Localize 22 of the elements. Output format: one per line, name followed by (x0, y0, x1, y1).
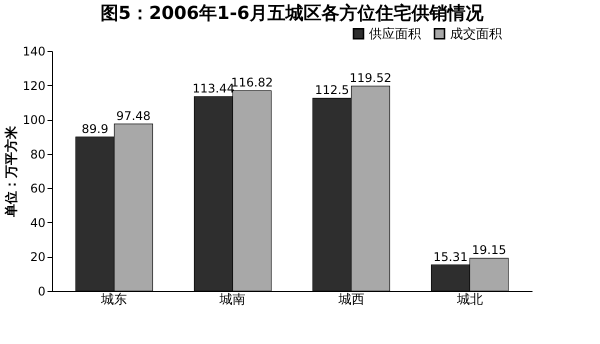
legend-label: 供应面积 (369, 26, 421, 42)
data-label: 19.15 (472, 243, 506, 258)
x-tick-label: 城西 (337, 292, 364, 308)
data-label: 119.52 (350, 71, 392, 86)
legend-label: 成交面积 (450, 26, 502, 42)
x-tick-label: 城北 (456, 292, 483, 308)
x-tick-label: 城南 (218, 292, 246, 308)
chart-title: 图5：2006年1-6月五城区各方位住宅供销情况 (100, 3, 485, 24)
y-tick-label: 140 (22, 44, 46, 58)
y-tick-label: 100 (22, 113, 46, 128)
y-tick-label: 0 (38, 284, 46, 298)
data-label: 89.9 (82, 122, 108, 136)
y-tick-label: 40 (30, 216, 46, 230)
y-axis-title: 单位：万平方米 (4, 125, 20, 218)
y-tick-label: 60 (30, 182, 46, 196)
data-label: 112.5 (314, 83, 350, 98)
y-tick-label: 80 (30, 147, 46, 162)
data-label: 97.48 (116, 108, 151, 123)
y-tick-label: 120 (22, 78, 46, 93)
x-tick-label: 城东 (100, 292, 128, 308)
data-label: 15.31 (433, 250, 468, 264)
y-tick-label: 20 (30, 250, 46, 264)
